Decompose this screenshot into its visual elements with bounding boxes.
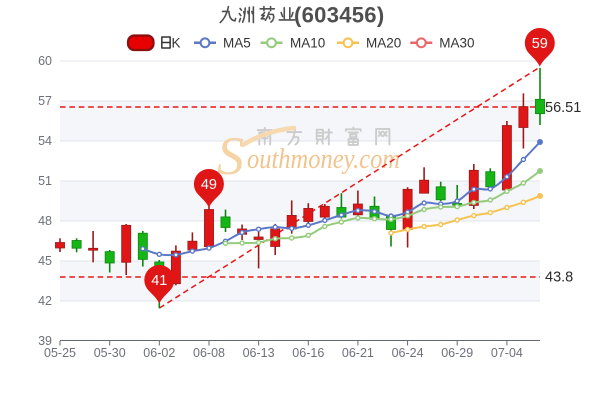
- svg-text:MA5: MA5: [223, 36, 251, 51]
- svg-text:MA20: MA20: [366, 36, 401, 51]
- svg-text:outhmoney.com: outhmoney.com: [247, 144, 400, 175]
- svg-text:43.8: 43.8: [545, 270, 573, 286]
- svg-text:41: 41: [151, 273, 167, 289]
- svg-text:06-29: 06-29: [441, 346, 473, 360]
- svg-text:K: K: [172, 36, 181, 51]
- svg-text:51: 51: [38, 174, 52, 188]
- svg-text:39: 39: [38, 334, 52, 348]
- svg-text:05-25: 05-25: [44, 346, 76, 360]
- svg-text:06-02: 06-02: [143, 346, 175, 360]
- svg-text:06-21: 06-21: [342, 346, 374, 360]
- svg-text:05-30: 05-30: [94, 346, 126, 360]
- svg-text:45: 45: [38, 254, 52, 268]
- svg-text:06-13: 06-13: [243, 346, 275, 360]
- svg-text:49: 49: [201, 177, 217, 193]
- svg-text:07-04: 07-04: [491, 346, 523, 360]
- svg-text:56.51: 56.51: [545, 100, 581, 116]
- svg-text:MA10: MA10: [290, 36, 325, 51]
- svg-text:60: 60: [38, 54, 52, 68]
- svg-text:42: 42: [38, 294, 52, 308]
- svg-text:54: 54: [38, 134, 52, 148]
- svg-text:(603456): (603456): [294, 2, 384, 27]
- svg-text:06-24: 06-24: [392, 346, 424, 360]
- svg-text:MA30: MA30: [439, 36, 474, 51]
- svg-text:59: 59: [532, 36, 548, 52]
- svg-text:06-16: 06-16: [292, 346, 324, 360]
- svg-text:06-08: 06-08: [193, 346, 225, 360]
- svg-text:57: 57: [38, 94, 52, 108]
- svg-text:48: 48: [38, 214, 52, 228]
